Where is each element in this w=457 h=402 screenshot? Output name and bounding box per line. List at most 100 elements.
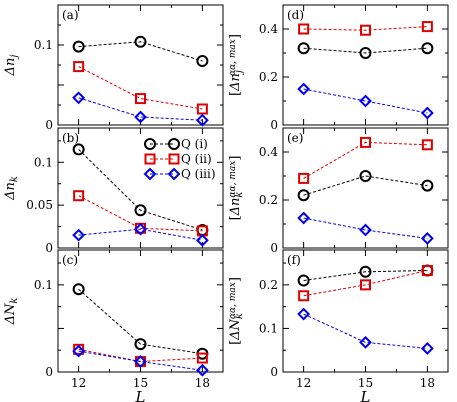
series-line [78,228,203,241]
x-tick-label: 12 [296,376,311,390]
y-tick-label: 0 [45,118,53,132]
panel-e: 0 0.2 0.4 (e) [Δnkαα, max] [228,127,449,255]
data-point [72,91,86,105]
panel-d: 0 0.2 0.4 (d) [Δnjαα, max] [228,4,449,132]
series-line [78,149,203,231]
y-tick-label: 0.1 [34,278,53,292]
data-point [298,172,310,184]
series-iii [297,211,434,245]
series-line [303,88,428,114]
data-point [134,338,147,351]
series-i [72,283,209,360]
legend-marker [168,153,180,165]
y-tick-label: 0.1 [259,321,278,335]
series-ii [298,21,433,36]
series-line [78,41,203,62]
data-point [72,283,85,296]
panel-title: (b) [62,131,79,145]
data-point [135,93,146,105]
series-line [78,288,203,355]
series-line [78,97,203,121]
data-point [72,40,85,53]
data-point [297,211,311,225]
data-point [72,344,86,358]
series-line [303,217,428,239]
data-point [420,231,434,245]
data-point [421,21,433,33]
data-point [360,279,371,291]
legend-marker [144,138,156,150]
data-point [421,179,434,192]
data-point [421,42,434,55]
data-point [359,94,372,108]
series-i [297,264,434,287]
data-point [73,190,85,202]
data-point [72,228,86,242]
y-tick-label: 0.4 [259,22,278,36]
x-tick-label: 18 [195,376,210,390]
series-line [303,175,428,196]
panel-title: (d) [287,8,304,22]
panel-title: (f) [287,253,301,267]
y-axis-label: [Δnjαα, max] [228,34,245,96]
y-tick-label: 0.1 [34,38,53,52]
y-tick-label: 0 [270,241,278,255]
y-tick-label: 0 [45,365,53,379]
y-tick-label: 0.1 [34,155,53,169]
data-point [134,204,147,217]
legend-marker [143,167,157,181]
legend-marker [144,153,156,165]
series-i [297,170,434,202]
data-point [195,233,209,247]
data-point [359,335,372,349]
data-point [298,290,310,302]
legend-marker [168,138,180,150]
x-tick-label: 15 [358,376,373,390]
series-iii [297,307,434,355]
y-axis-label: Δnk [3,176,20,201]
data-point [195,113,209,127]
legend-marker [167,167,181,181]
y-tick-label: 0.05 [26,198,53,212]
data-point [73,61,85,73]
data-point [134,222,147,236]
data-point [359,265,372,278]
series-line [303,141,428,179]
y-tick-label: 0 [270,365,278,379]
data-point [360,136,371,148]
data-point [196,55,209,67]
data-point [134,110,147,124]
y-tick-label: 0 [45,241,53,255]
panel-c: 0 0.1 12 15 18 (c) ΔNk L [3,249,224,402]
data-point [298,23,310,35]
y-tick-label: 0.2 [259,278,278,292]
series-iii [72,91,209,127]
y-axis-label: [Δnkαα, max] [228,156,245,221]
data-point [196,103,208,115]
x-tick-label: 12 [71,376,86,390]
series-ii [298,136,433,184]
data-point [359,170,372,182]
data-point [134,35,147,48]
series-iii [72,222,209,247]
panel-f: 0 0.1 0.2 12 15 18 (f) [ΔNkαα, max] L [228,249,449,402]
panel-a: 0 0.1 (a) Δnj [3,4,224,132]
series-ii [298,264,433,302]
y-axis-label: ΔNk [3,298,20,326]
x-tick-label: 18 [420,376,435,390]
series-line [303,269,428,297]
legend-label: Q (i) [181,137,208,151]
y-tick-label: 0 [270,118,278,132]
panel-title: (e) [287,131,303,145]
data-point [359,47,372,59]
series-line [303,269,428,281]
x-axis-label: L [135,388,146,402]
x-axis-label: L [360,388,371,402]
data-point [421,264,433,276]
series-iii [297,82,434,120]
panel-title: (c) [62,253,78,267]
y-axis-label: Δnj [3,55,20,77]
data-point [195,363,209,377]
x-tick-label: 15 [133,376,148,390]
